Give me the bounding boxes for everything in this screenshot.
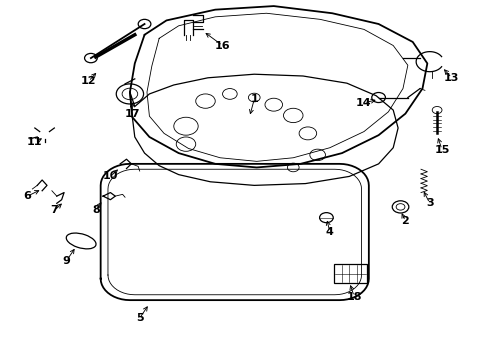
FancyBboxPatch shape <box>333 264 366 283</box>
Text: 16: 16 <box>214 41 230 50</box>
Text: 10: 10 <box>102 171 118 181</box>
Text: 12: 12 <box>81 76 96 86</box>
Text: 17: 17 <box>124 109 140 119</box>
Text: 5: 5 <box>136 313 143 323</box>
Text: 18: 18 <box>346 292 361 302</box>
Text: 3: 3 <box>425 198 433 208</box>
Text: 9: 9 <box>62 256 70 266</box>
Text: 1: 1 <box>250 94 258 104</box>
Text: 14: 14 <box>355 98 371 108</box>
Text: 8: 8 <box>92 206 100 216</box>
Text: 4: 4 <box>325 227 333 237</box>
Text: 13: 13 <box>443 73 459 83</box>
Text: 6: 6 <box>23 191 31 201</box>
Text: 15: 15 <box>433 144 449 154</box>
Text: 11: 11 <box>27 138 42 147</box>
Text: 7: 7 <box>50 206 58 216</box>
Text: 2: 2 <box>401 216 408 226</box>
